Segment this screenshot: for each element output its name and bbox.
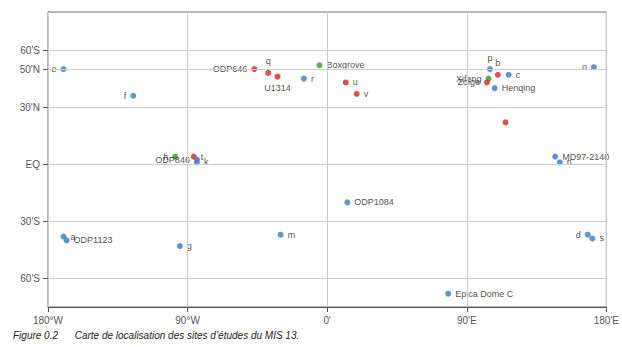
svg-text:ODP846: ODP846 [155,155,190,165]
svg-text:c: c [516,70,521,80]
svg-text:d: d [576,230,581,240]
svg-text:Henqing: Henqing [502,83,536,93]
svg-text:v: v [364,89,369,99]
svg-text:50'N: 50'N [20,64,40,75]
svg-text:180°W: 180°W [33,315,64,326]
svg-text:o: o [582,62,587,72]
svg-text:90°W: 90°W [175,315,200,326]
svg-text:Boxgrove: Boxgrove [326,60,364,70]
svg-text:60'S: 60'S [20,273,40,284]
svg-text:Epica Dome C: Epica Dome C [455,289,514,299]
svg-text:b: b [495,58,500,68]
svg-text:u: u [353,77,358,87]
svg-text:MD97-2140: MD97-2140 [562,151,610,162]
svg-text:U1314: U1314 [264,83,291,93]
svg-text:m: m [288,230,296,240]
svg-text:60'S: 60'S [20,45,40,56]
svg-text:p: p [488,53,493,63]
svg-text:EQ: EQ [26,159,41,170]
svg-text:r: r [311,74,314,84]
svg-text:f: f [124,91,127,101]
svg-text:30'N: 30'N [20,102,40,113]
svg-text:Figure 0.2 Carte de local: Figure 0.2 Carte de localisation des sit… [13,330,299,341]
svg-text:k: k [204,157,209,167]
svg-text:e: e [51,64,57,75]
svg-text:0': 0' [323,315,331,326]
svg-text:90'E: 90'E [457,315,477,326]
svg-text:30'S: 30'S [20,216,40,227]
svg-text:n: n [567,157,572,167]
svg-text:t: t [200,151,204,162]
svg-text:180'E: 180'E [594,315,620,326]
svg-text:ODP1084: ODP1084 [354,197,394,207]
svg-text:ODP646: ODP646 [212,64,248,75]
svg-text:q: q [266,56,271,66]
svg-text:Zoige: Zoige [457,77,480,87]
svg-text:s: s [599,233,604,243]
svg-text:ODP1123: ODP1123 [74,235,113,245]
svg-text:g: g [186,241,192,252]
